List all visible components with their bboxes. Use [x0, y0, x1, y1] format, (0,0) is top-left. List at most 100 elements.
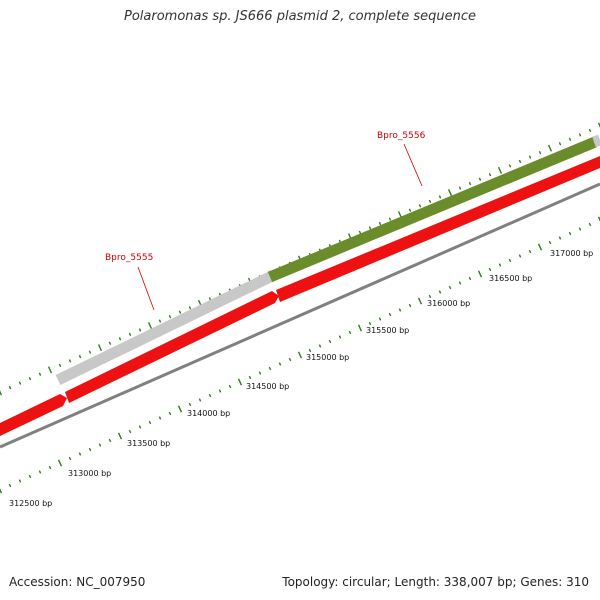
tick-mark [237, 378, 243, 386]
tick-mark [248, 375, 252, 380]
tick-mark [508, 258, 512, 263]
tick-mark [378, 317, 382, 321]
tick-mark [98, 443, 102, 447]
tick-mark [357, 324, 363, 332]
tick-mark [128, 429, 132, 434]
tick-mark [588, 128, 592, 133]
cds-arrow-right[interactable] [276, 156, 600, 302]
tick-mark [597, 122, 600, 128]
tick-mark [258, 371, 262, 375]
tick-mark [418, 204, 422, 208]
tick-mark [378, 221, 382, 226]
tick-mark [88, 350, 92, 354]
gene-label-bpro-5556[interactable]: Bpro_5556 [377, 131, 426, 141]
tick-mark [18, 381, 22, 385]
tick-mark [488, 267, 492, 272]
tick-mark [528, 249, 532, 254]
summary-text: Topology: circular; Length: 338,007 bp; … [282, 575, 589, 589]
gene-bar-gray[interactable] [55, 271, 275, 385]
tick-mark [597, 216, 600, 222]
tick-mark [158, 319, 162, 323]
tick-mark [358, 230, 362, 235]
tick-mark [578, 133, 582, 137]
tick-mark [48, 465, 52, 470]
tick-mark [208, 297, 212, 301]
tick-mark [568, 137, 572, 141]
cds-arrow-mid[interactable] [65, 291, 279, 403]
tick-mark [537, 243, 543, 251]
tick-mark [428, 199, 432, 204]
tick-mark [338, 335, 342, 339]
tick-mark [518, 159, 522, 164]
gene-label-bpro-5555[interactable]: Bpro_5555 [105, 253, 153, 263]
scale-label: 314000 bp [187, 409, 230, 418]
tick-mark [128, 332, 132, 337]
tick-mark [147, 322, 153, 329]
tick-mark [348, 330, 352, 335]
tick-mark [388, 217, 392, 221]
accession-text: Accession: NC_007950 [9, 575, 146, 589]
tick-mark [158, 416, 162, 420]
tick-mark [538, 150, 542, 155]
tick-mark [548, 240, 552, 245]
tick-mark [448, 285, 452, 290]
tick-mark [97, 344, 103, 352]
tick-mark [438, 195, 442, 199]
tick-mark [498, 263, 502, 267]
tick-mark [588, 222, 592, 227]
tick-mark [428, 294, 432, 299]
tick-mark [78, 452, 82, 456]
tick-mark [108, 438, 112, 443]
tick-mark [408, 208, 412, 212]
tick-mark [477, 270, 483, 278]
tick-mark [288, 357, 292, 362]
gene-label-leader [403, 143, 423, 187]
tick-mark [458, 281, 462, 285]
tick-mark [178, 310, 182, 314]
tick-mark [368, 321, 372, 326]
tick-mark [208, 393, 212, 398]
tick-mark [318, 344, 322, 348]
tick-mark [558, 236, 562, 240]
tick-mark [8, 385, 12, 390]
tick-mark [417, 297, 423, 305]
tick-mark [468, 276, 472, 281]
tick-mark [368, 226, 372, 230]
tick-mark [228, 384, 232, 389]
tick-mark [497, 166, 503, 174]
tick-mark [38, 372, 42, 376]
tick-mark [488, 173, 492, 177]
tick-mark [0, 488, 3, 494]
tick-mark [148, 420, 152, 425]
gene-bar-gray-end [592, 134, 600, 148]
tick-mark [458, 186, 462, 190]
tick-mark [108, 341, 112, 345]
gene-label-leader [137, 266, 155, 311]
tick-mark [177, 405, 183, 413]
tick-mark [468, 181, 472, 186]
tick-mark [308, 348, 312, 353]
tick-mark [188, 402, 192, 407]
scale-label: 316000 bp [427, 299, 470, 308]
tick-mark [558, 142, 562, 146]
tick-mark [68, 359, 72, 363]
tick-mark [138, 425, 142, 429]
backbone-line [0, 182, 600, 449]
cds-arrow-left[interactable] [0, 394, 67, 436]
scale-label: 314500 bp [246, 382, 289, 391]
scale-tick-track [0, 216, 600, 494]
gene-bar-green[interactable] [267, 136, 598, 283]
tick-mark [118, 337, 122, 341]
tick-mark [297, 351, 303, 359]
tick-mark [268, 366, 272, 371]
scale-label: 312500 bp [9, 499, 52, 508]
tick-mark [408, 303, 412, 308]
tick-mark [58, 363, 62, 368]
tick-mark [168, 411, 172, 416]
scale-label: 316500 bp [489, 274, 532, 283]
tick-mark [518, 254, 522, 258]
scale-label: 315000 bp [306, 353, 349, 362]
outer-tick-track [0, 122, 600, 396]
tick-mark [18, 479, 22, 483]
